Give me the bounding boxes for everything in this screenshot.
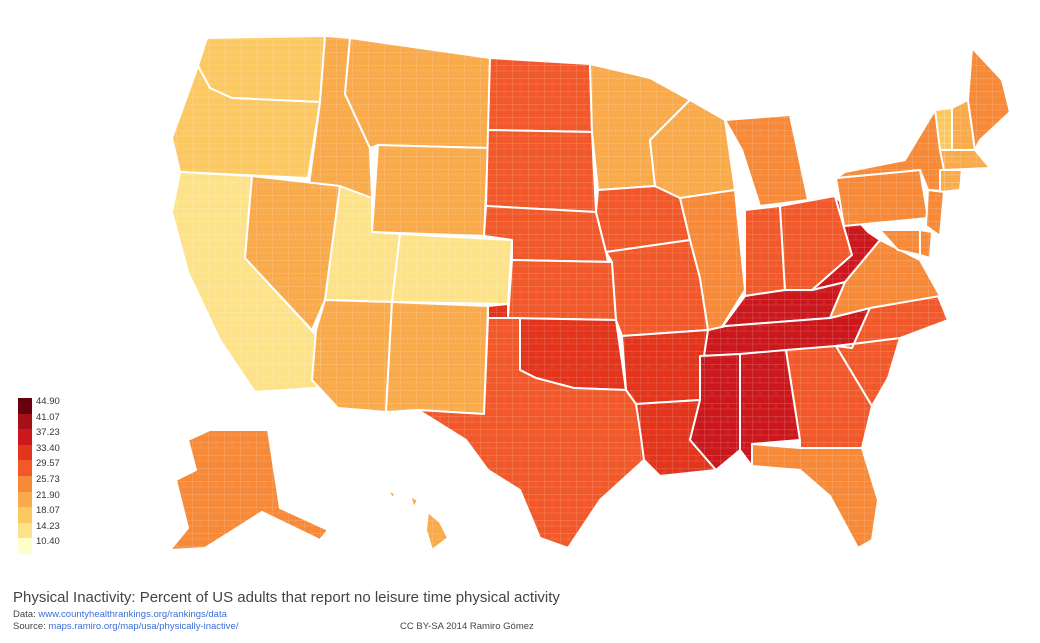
legend-label: 18.07 bbox=[36, 505, 60, 517]
state-sd bbox=[485, 129, 597, 213]
state-nm bbox=[385, 301, 489, 415]
state-wy bbox=[371, 144, 489, 237]
state-hi bbox=[387, 489, 449, 551]
legend-swatch bbox=[18, 398, 32, 415]
data-label: Data: bbox=[13, 609, 36, 620]
legend-label: 14.23 bbox=[36, 520, 60, 532]
source-label: Source: bbox=[13, 621, 46, 632]
data-credit: Data: www.countyhealthrankings.org/ranki… bbox=[13, 609, 227, 620]
license-text: CC BY-SA 2014 Ramiro Gómez bbox=[400, 621, 534, 632]
state-pa bbox=[835, 169, 929, 227]
legend-label: 44.90 bbox=[36, 396, 60, 407]
legend-label: 41.07 bbox=[36, 411, 60, 423]
state-mt bbox=[344, 37, 491, 149]
legend-swatch bbox=[18, 476, 32, 493]
source-link[interactable]: maps.ramiro.org/map/usa/physically-inact… bbox=[48, 621, 239, 632]
source-credit: Source: maps.ramiro.org/map/usa/physical… bbox=[13, 621, 238, 632]
legend-swatch bbox=[18, 413, 32, 430]
data-link[interactable]: www.countyhealthrankings.org/rankings/da… bbox=[38, 609, 227, 620]
state-az bbox=[311, 299, 393, 413]
state-nj bbox=[925, 189, 945, 237]
legend-swatch bbox=[18, 491, 32, 508]
legend-swatch bbox=[18, 522, 32, 539]
legend-swatch bbox=[18, 444, 32, 461]
state-de bbox=[919, 229, 933, 259]
state-ar bbox=[621, 329, 709, 405]
us-choropleth-map bbox=[169, 35, 1011, 551]
legend-label: 33.40 bbox=[36, 442, 60, 454]
legend-swatch bbox=[18, 538, 32, 555]
state-ct bbox=[939, 169, 963, 193]
state-ma bbox=[939, 149, 991, 171]
map-title: Physical Inactivity: Percent of US adult… bbox=[13, 589, 560, 606]
state-in bbox=[744, 205, 786, 297]
legend-label: 25.73 bbox=[36, 474, 60, 485]
legend-label: 10.40 bbox=[36, 536, 60, 548]
legend-swatch bbox=[18, 507, 32, 524]
state-me bbox=[967, 47, 1011, 151]
state-mo bbox=[605, 239, 709, 337]
color-legend: 44.90 41.07 37.23 33.40 29.57 25.73 21.90 18.07… bbox=[18, 396, 78, 555]
state-mi bbox=[724, 114, 809, 207]
state-ak bbox=[169, 429, 329, 551]
legend-label: 29.57 bbox=[36, 458, 60, 470]
state-ks bbox=[507, 259, 617, 321]
legend-label: 37.23 bbox=[36, 427, 60, 439]
state-fl bbox=[751, 443, 879, 549]
legend-label: 21.90 bbox=[36, 489, 60, 501]
legend-swatch bbox=[18, 429, 32, 446]
state-nd bbox=[487, 57, 593, 133]
state-co bbox=[391, 233, 513, 305]
legend-swatch bbox=[18, 460, 32, 477]
